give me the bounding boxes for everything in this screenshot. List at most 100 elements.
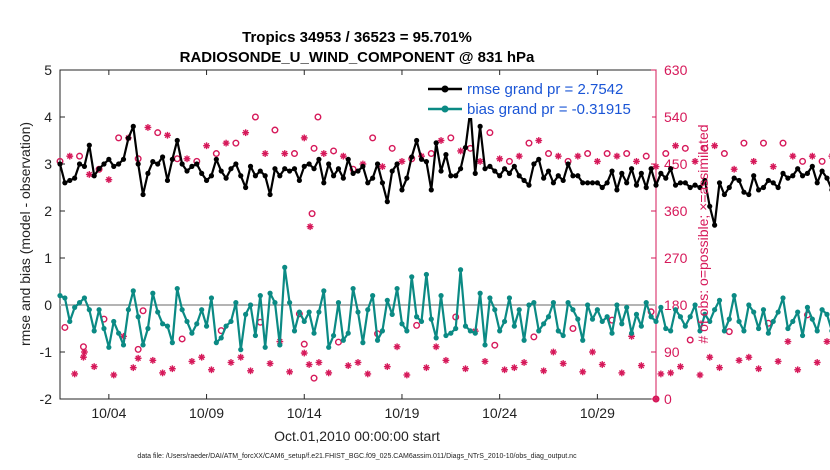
bias-point bbox=[301, 318, 307, 325]
bias-point bbox=[804, 304, 811, 310]
rmse-point bbox=[335, 166, 342, 172]
obs-assimilated-marker bbox=[208, 366, 215, 374]
obs-assimilated-marker bbox=[129, 364, 137, 372]
obs-assimilated-marker bbox=[769, 163, 777, 171]
obs-assimilated-stroke bbox=[423, 364, 430, 371]
rmse-point bbox=[228, 166, 234, 172]
obs-assimilated-marker bbox=[183, 155, 191, 163]
bias-point bbox=[360, 340, 366, 346]
rmse-point bbox=[384, 199, 390, 205]
bias-point bbox=[86, 307, 92, 313]
rmse-point bbox=[159, 154, 166, 160]
rmse-point bbox=[609, 168, 615, 174]
bias-point bbox=[682, 323, 688, 329]
rmse-point bbox=[213, 156, 219, 162]
rmse-point bbox=[169, 156, 175, 162]
obs-assimilated-marker bbox=[652, 395, 660, 403]
bias-point bbox=[614, 302, 620, 308]
obs-assimilated-stroke bbox=[438, 137, 444, 144]
obs-assimilated-stroke bbox=[242, 129, 249, 136]
rmse-point bbox=[247, 163, 254, 169]
obs-assimilated-marker bbox=[159, 369, 166, 377]
obs-assimilated-marker bbox=[227, 359, 235, 366]
bias-point bbox=[609, 330, 615, 336]
obs-assimilated-marker bbox=[476, 157, 484, 165]
obs-assimilated-marker bbox=[90, 363, 98, 371]
obs-possible-marker bbox=[308, 210, 316, 218]
bias-point bbox=[414, 314, 420, 320]
obs-assimilated-stroke bbox=[594, 158, 601, 165]
bias-point bbox=[448, 330, 454, 336]
bias-point bbox=[203, 323, 210, 329]
right-tick-label: 540 bbox=[664, 109, 688, 125]
obs-possible-marker bbox=[701, 144, 709, 152]
bias-point bbox=[721, 328, 727, 334]
obs-assimilated-marker bbox=[711, 142, 719, 150]
legend-bias-label: bias grand pr = -0.31915 bbox=[467, 101, 631, 118]
obs-possible-marker bbox=[447, 134, 455, 142]
bias-point bbox=[404, 328, 410, 334]
rmse-point bbox=[716, 180, 723, 186]
obs-assimilated-stroke bbox=[247, 367, 254, 374]
obs-assimilated-stroke bbox=[814, 359, 821, 366]
bias-point bbox=[477, 290, 483, 296]
obs-possible-marker bbox=[584, 150, 592, 158]
obs-assimilated-stroke bbox=[614, 153, 620, 160]
obs-assimilated-marker bbox=[462, 365, 469, 373]
rmse-point bbox=[150, 159, 156, 165]
rmse-point bbox=[433, 140, 439, 146]
obs-assimilated-marker bbox=[706, 353, 714, 361]
obs-assimilated-stroke bbox=[574, 153, 581, 160]
obs-assimilated-marker bbox=[188, 358, 196, 365]
obs-assimilated-stroke bbox=[306, 361, 313, 368]
rmse-point bbox=[345, 156, 351, 162]
obs-assimilated-marker bbox=[261, 150, 269, 157]
x-tick-label: 10/29 bbox=[580, 405, 615, 421]
obs-possible-marker bbox=[139, 307, 147, 315]
rmse-point bbox=[487, 163, 493, 169]
obs-possible-marker bbox=[530, 333, 538, 341]
bias-point bbox=[169, 340, 175, 346]
obs-assimilated-marker bbox=[393, 343, 401, 351]
bias-point bbox=[184, 318, 190, 325]
bias-point bbox=[321, 288, 327, 294]
obs-assimilated-marker bbox=[398, 157, 406, 165]
obs-assimilated-stroke bbox=[228, 359, 234, 366]
bias-point bbox=[57, 293, 63, 299]
bias-point bbox=[511, 323, 517, 329]
obs-assimilated-stroke bbox=[345, 362, 352, 369]
obs-assimilated-stroke bbox=[355, 359, 361, 366]
obs-assimilated-stroke bbox=[672, 142, 679, 149]
left-tick-label: -2 bbox=[40, 391, 53, 407]
rmse-point bbox=[86, 142, 92, 148]
rmse-point bbox=[814, 180, 820, 186]
bias-point bbox=[120, 342, 127, 348]
obs-assimilated-marker bbox=[344, 362, 352, 369]
bias-point bbox=[355, 309, 361, 315]
rmse-point bbox=[570, 173, 576, 179]
bias-point bbox=[619, 321, 625, 327]
rmse-point bbox=[316, 156, 322, 162]
obs-assimilated-marker bbox=[306, 223, 314, 231]
obs-assimilated-marker bbox=[789, 152, 797, 160]
obs-possible-marker bbox=[310, 144, 318, 152]
bias-point bbox=[604, 314, 610, 320]
obs-assimilated-marker bbox=[422, 364, 430, 372]
left-tick-label: 1 bbox=[44, 250, 52, 266]
rmse-point bbox=[497, 173, 503, 179]
right-tick-label: 450 bbox=[664, 156, 688, 172]
obs-assimilated-marker bbox=[554, 152, 562, 160]
obs-assimilated-stroke bbox=[457, 148, 464, 154]
left-tick-label: -1 bbox=[40, 344, 53, 360]
rmse-point bbox=[282, 166, 288, 172]
obs-possible-marker bbox=[642, 152, 650, 160]
obs-assimilated-stroke bbox=[91, 363, 98, 370]
rmse-point bbox=[394, 161, 400, 167]
bias-point bbox=[365, 307, 371, 313]
rmse-point bbox=[516, 173, 522, 179]
obs-assimilated-marker bbox=[794, 366, 802, 374]
obs-assimilated-stroke bbox=[86, 171, 93, 178]
obs-assimilated-stroke bbox=[184, 155, 190, 162]
rmse-point bbox=[120, 156, 127, 162]
